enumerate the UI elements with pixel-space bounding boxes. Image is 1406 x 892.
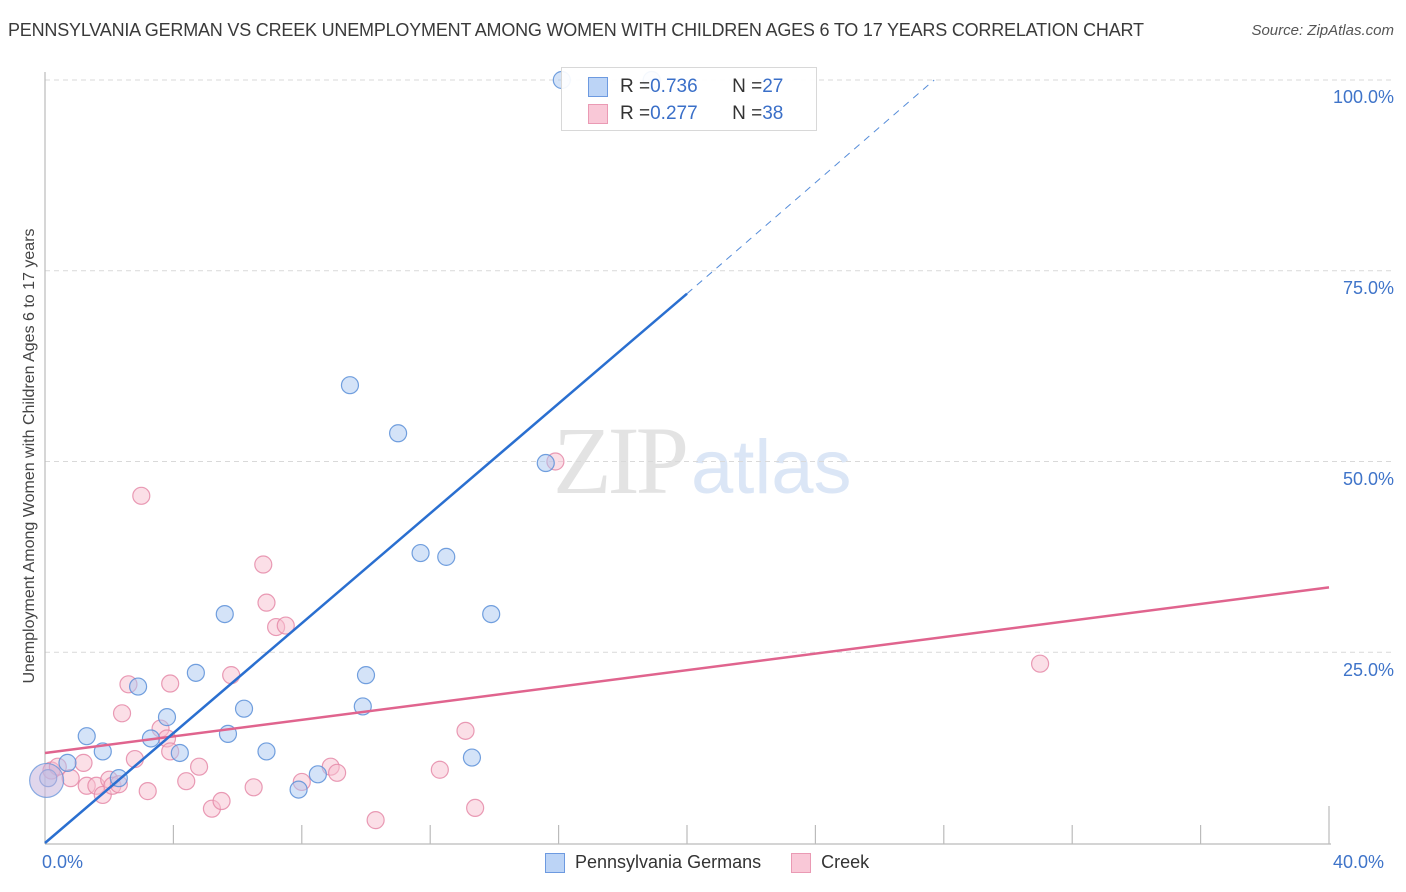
- y-tick-75: 75.0%: [1342, 278, 1394, 298]
- r-label: R =: [620, 103, 651, 124]
- legend-label: Pennsylvania Germans: [575, 852, 762, 872]
- data-point: [170, 743, 189, 763]
- r-value: 0.736: [650, 76, 698, 97]
- data-point: [328, 763, 347, 782]
- data-point: [58, 753, 77, 772]
- source-label: Source: ZipAtlas.com: [1251, 22, 1394, 39]
- data-point: [276, 616, 295, 635]
- creek-trend-line: [44, 586, 1330, 755]
- data-point: [437, 547, 456, 566]
- axes: [44, 72, 1331, 845]
- data-point: [308, 765, 327, 784]
- data-point: [128, 677, 148, 696]
- gridlines: [45, 79, 1395, 653]
- chart-title: PENNSYLVANIA GERMAN VS CREEK UNEMPLOYMEN…: [8, 20, 1144, 40]
- data-point: [482, 604, 501, 624]
- data-point: [222, 666, 241, 685]
- data-point: [186, 663, 205, 682]
- creek-points: [42, 452, 1050, 830]
- data-point: [430, 760, 449, 779]
- data-point: [1030, 654, 1050, 673]
- data-point: [536, 453, 555, 473]
- data-point: [356, 666, 376, 685]
- pennsylvania-germans-trend-extension: [686, 79, 935, 295]
- data-point: [234, 699, 254, 718]
- trend-lines: [44, 79, 1330, 844]
- data-point-cluster: [29, 762, 65, 799]
- r-value: 0.277: [650, 103, 698, 124]
- y-tick-100: 100.0%: [1332, 87, 1394, 107]
- n-label: N =: [732, 76, 763, 97]
- data-point: [254, 555, 273, 574]
- data-point: [74, 753, 93, 772]
- data-point: [340, 376, 360, 395]
- n-value: 27: [762, 76, 784, 97]
- data-point: [289, 780, 308, 799]
- y-axis-label: Unemployment Among Women with Children A…: [21, 228, 38, 684]
- legend-row-pennsylvania-germans: R = 0.736 N = 27: [588, 76, 783, 98]
- data-point: [244, 778, 263, 797]
- data-point: [257, 742, 276, 761]
- series-legend: Pennsylvania Germans Creek: [545, 852, 899, 873]
- data-point: [456, 721, 475, 740]
- data-point: [389, 424, 408, 443]
- pink-swatch-icon: [588, 104, 608, 124]
- legend-row-creek: R = 0.277 N = 38: [588, 103, 783, 125]
- data-point: [212, 791, 231, 811]
- pink-swatch-icon: [791, 852, 812, 873]
- correlation-legend: R = 0.736 N = 27 R = 0.277 N = 38: [561, 67, 817, 131]
- y-tick-25: 25.0%: [1342, 660, 1394, 680]
- y-tick-50: 50.0%: [1342, 469, 1394, 489]
- data-point: [112, 704, 132, 723]
- blue-swatch-icon: [545, 852, 565, 873]
- data-point: [161, 674, 180, 693]
- data-point: [77, 727, 96, 746]
- data-point: [138, 782, 157, 801]
- legend-label: Creek: [821, 852, 870, 872]
- n-value: 38: [762, 103, 784, 124]
- data-point: [157, 708, 177, 727]
- data-point: [462, 748, 482, 767]
- data-point: [466, 798, 485, 818]
- data-point: [411, 543, 430, 563]
- data-point: [177, 772, 196, 791]
- x-tick-min: 0.0%: [42, 852, 84, 872]
- data-point: [61, 769, 80, 788]
- data-point: [132, 486, 151, 505]
- data-point: [366, 811, 385, 830]
- r-label: R =: [620, 76, 651, 97]
- data-point: [215, 604, 234, 624]
- legend-item-creek[interactable]: Creek: [791, 852, 869, 873]
- blue-swatch-icon: [588, 77, 608, 97]
- x-tick-max: 40.0%: [1333, 852, 1385, 872]
- pennsylvania-germans-trend-line: [44, 292, 688, 844]
- data-point: [189, 757, 209, 776]
- n-label: N =: [732, 103, 763, 124]
- legend-item-pennsylvania-germans[interactable]: Pennsylvania Germans: [545, 852, 761, 873]
- data-point: [257, 593, 276, 612]
